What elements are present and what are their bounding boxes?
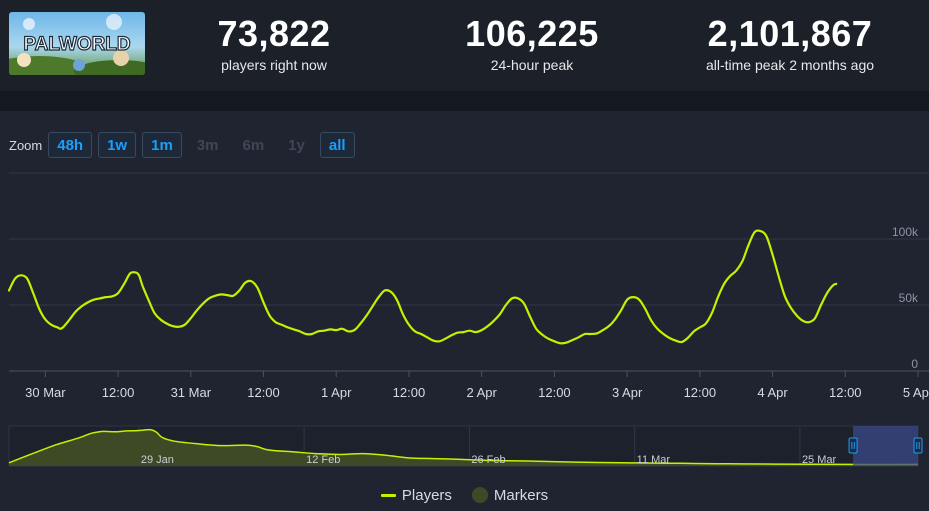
all-time-peak-value: 2,101,867	[707, 13, 873, 54]
legend-marker-swatch	[471, 487, 488, 503]
zoom-1m-button[interactable]: 1m	[142, 132, 182, 158]
players-now-value: 73,822	[217, 13, 331, 54]
day-peak-stat: 106,225 24-hour peak	[446, 14, 618, 74]
all-time-peak-label: all-time peak 2 months ago	[705, 57, 875, 73]
legend-line-swatch	[380, 493, 396, 497]
stats-header: PALWORLD 73,822 players right now 106,22…	[0, 0, 929, 91]
zoom-1w-button[interactable]: 1w	[98, 132, 137, 158]
zoom-controls: Zoom 48h 1w 1m 3m 6m 1y all	[9, 131, 361, 159]
day-peak-label: 24-hour peak	[490, 57, 574, 73]
logo-text: PALWORLD	[23, 34, 130, 55]
zoom-48h-button[interactable]: 48h	[48, 132, 93, 158]
day-peak-value: 106,225	[465, 13, 599, 54]
players-now-label: players right now	[221, 57, 327, 73]
zoom-3m-button: 3m	[196, 137, 219, 154]
zoom-all-button[interactable]: all	[319, 132, 355, 158]
players-now-stat: 73,822 players right now	[196, 14, 352, 74]
zoom-6m-button: 6m	[242, 137, 265, 154]
all-time-peak-stat: 2,101,867 all-time peak 2 months ago	[680, 14, 900, 74]
legend-players-label: Players	[401, 486, 452, 504]
legend-item-players[interactable]: Players	[380, 486, 452, 504]
player-chart-panel	[0, 111, 929, 511]
legend-markers-label: Markers	[493, 486, 549, 504]
legend-item-markers[interactable]: Markers	[471, 486, 549, 504]
chart-legend: Players Markers	[0, 484, 929, 506]
zoom-1y-button: 1y	[288, 137, 305, 154]
header-divider	[0, 91, 929, 111]
game-logo[interactable]: PALWORLD	[9, 12, 145, 75]
zoom-label: Zoom	[9, 137, 43, 153]
